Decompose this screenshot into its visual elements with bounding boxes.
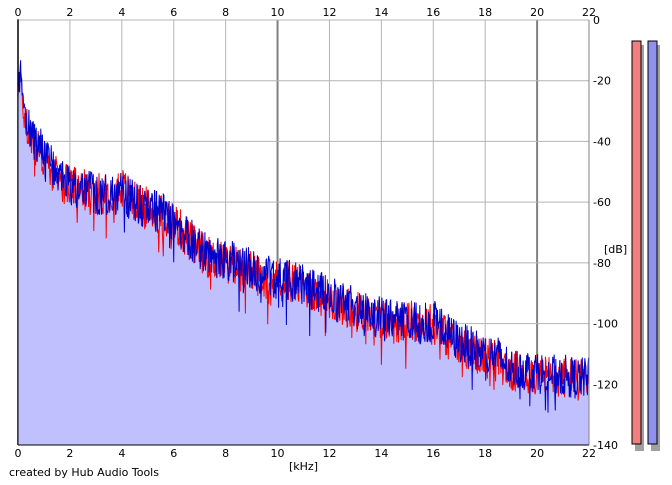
x-tick-label-bottom-22: 22 [582, 447, 596, 460]
x-tick-label-bottom-12: 12 [322, 447, 336, 460]
x-tick-label-bottom-0: 0 [15, 447, 22, 460]
x-tick-label-top-0: 0 [15, 6, 22, 19]
x-tick-label-top-14: 14 [374, 6, 388, 19]
level-meter-2 [647, 40, 658, 445]
x-tick-label-top-20: 20 [530, 6, 544, 19]
x-tick-label-bottom-4: 4 [118, 447, 125, 460]
x-tick-label-bottom-14: 14 [374, 447, 388, 460]
x-tick-label-top-6: 6 [170, 6, 177, 19]
x-tick-label-top-2: 2 [66, 6, 73, 19]
y-tick-label--140: -140 [593, 439, 618, 452]
x-tick-label-bottom-10: 10 [271, 447, 285, 460]
y-tick-label--100: -100 [593, 318, 618, 331]
y-tick-label--40: -40 [593, 135, 611, 148]
spectrum-fill [18, 60, 589, 446]
x-tick-label-bottom-2: 2 [66, 447, 73, 460]
y-tick-label--60: -60 [593, 196, 611, 209]
spectrum-lines [17, 60, 590, 413]
x-tick-label-top-18: 18 [478, 6, 492, 19]
x-tick-label-top-8: 8 [222, 6, 229, 19]
level-meters [631, 40, 660, 451]
y-tick-label--120: -120 [593, 378, 618, 391]
x-tick-label-bottom-16: 16 [426, 447, 440, 460]
credit-text: created by Hub Audio Tools [9, 466, 159, 479]
y-tick-labels: 0 -20 -40 -60 -80 -100 -120 -140 [593, 14, 618, 452]
x-tick-label-top-10: 10 [271, 6, 285, 19]
y-axis-unit: [dB] [604, 243, 627, 256]
y-tick-label--80: -80 [593, 257, 611, 270]
x-tick-label-top-4: 4 [118, 6, 125, 19]
x-tick-label-top-12: 12 [322, 6, 336, 19]
spectrum-area [18, 60, 589, 446]
plot-frame [17, 19, 590, 446]
level-meter-1 [631, 40, 642, 445]
x-tick-label-bottom-18: 18 [478, 447, 492, 460]
x-tick-label-top-16: 16 [426, 6, 440, 19]
y-tick-label-0: 0 [593, 14, 600, 27]
x-axis-unit: [kHz] [289, 460, 318, 473]
x-tick-label-bottom-8: 8 [222, 447, 229, 460]
x-tick-label-top-22: 22 [582, 6, 596, 19]
x-tick-label-bottom-6: 6 [170, 447, 177, 460]
x-tick-label-bottom-20: 20 [530, 447, 544, 460]
y-tick-label--20: -20 [593, 75, 611, 88]
series-line-2 [17, 60, 590, 413]
